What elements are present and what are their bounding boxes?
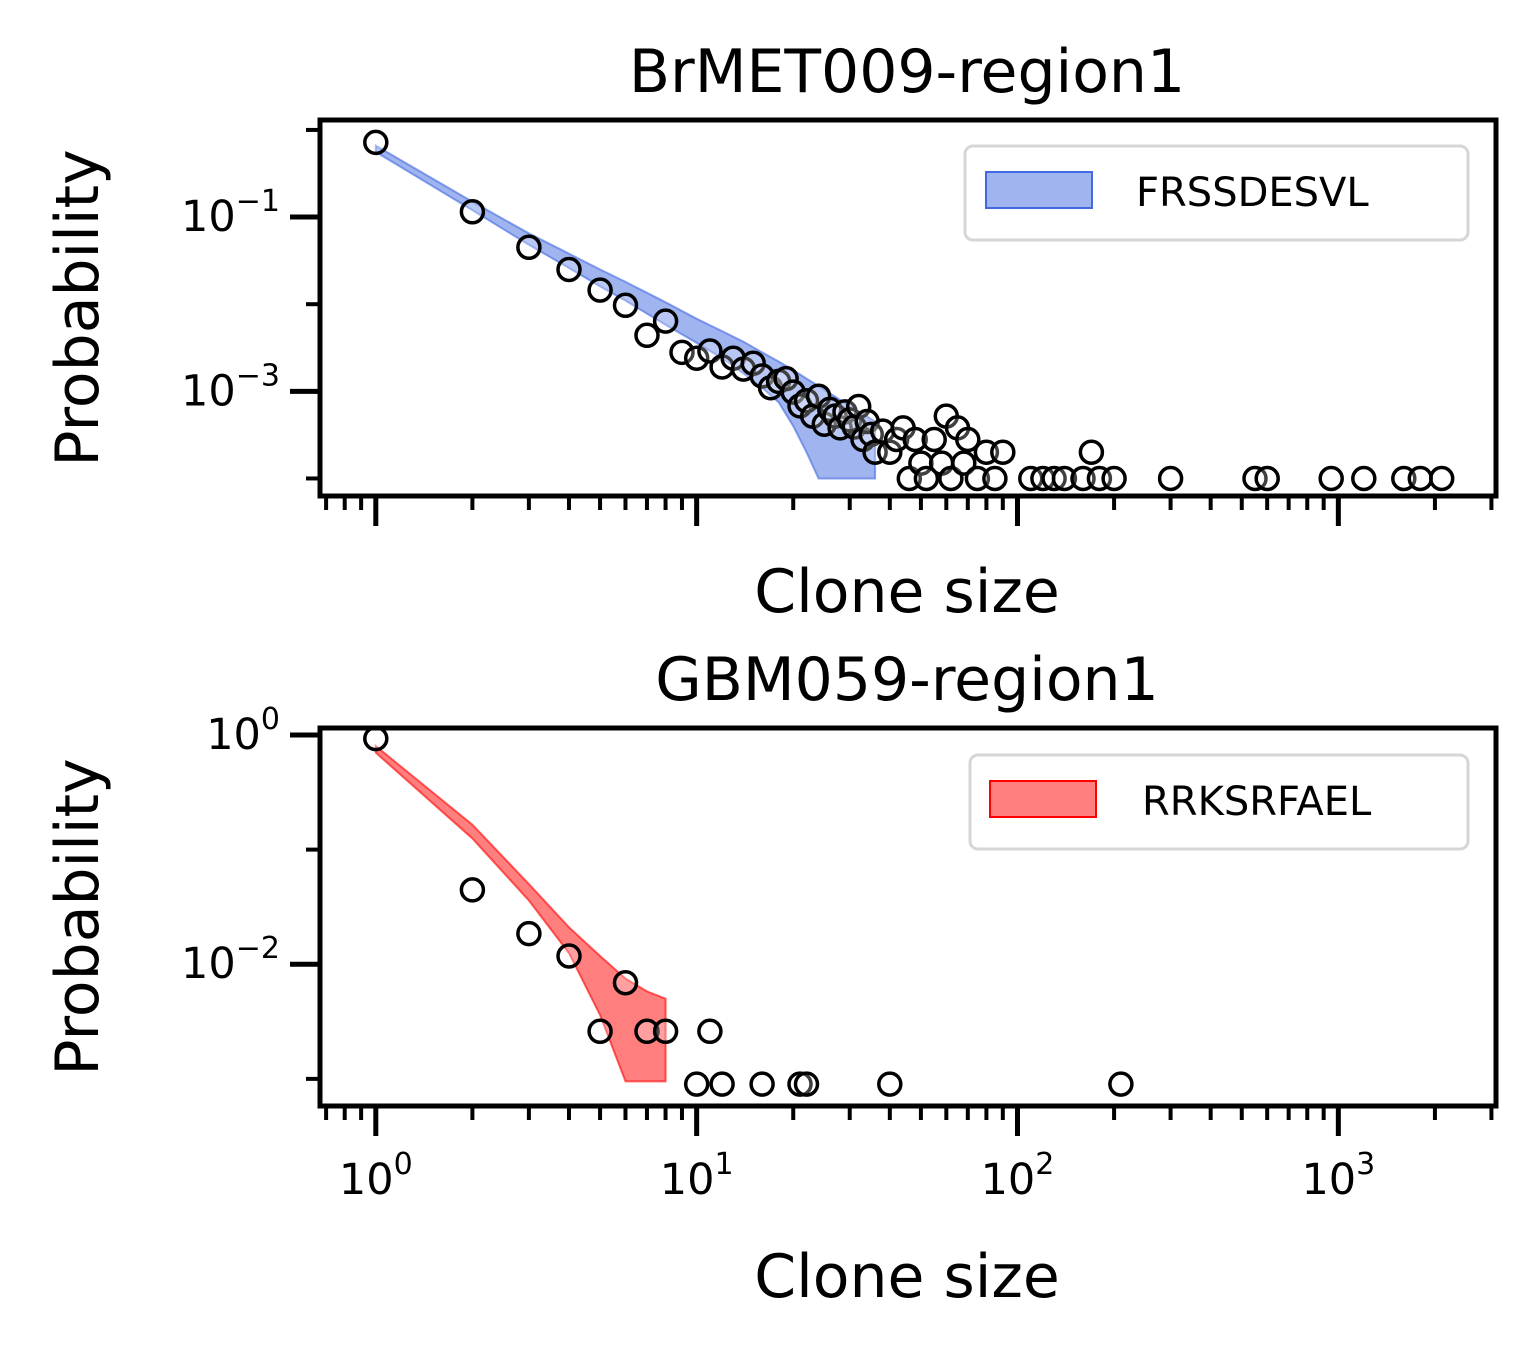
data-point bbox=[921, 426, 947, 453]
data-point bbox=[951, 450, 977, 476]
data-point bbox=[1407, 465, 1434, 492]
legend-swatch bbox=[989, 780, 1097, 818]
plot-frame bbox=[317, 117, 1499, 499]
chart-panel-bottom: GBM059-region1 100 101 102 103 100 10−2 Clone… bbox=[43, 645, 1499, 1312]
data-point bbox=[773, 365, 799, 392]
legend-label: RRKSRFAEL bbox=[1142, 779, 1372, 825]
data-point bbox=[363, 725, 389, 752]
y-tick-label: 100 bbox=[206, 702, 280, 760]
data-point bbox=[749, 1071, 775, 1097]
legend-label: FRSSDESVL bbox=[1136, 170, 1369, 216]
data-point bbox=[990, 439, 1016, 465]
data-point bbox=[1428, 465, 1455, 492]
data-point bbox=[634, 322, 660, 349]
data-point bbox=[612, 969, 639, 996]
data-point bbox=[363, 129, 389, 156]
data-point bbox=[652, 308, 679, 334]
x-axis-label: Clone size bbox=[754, 1242, 1060, 1312]
x-tick-label: 102 bbox=[981, 1147, 1055, 1205]
data-point bbox=[556, 943, 582, 969]
data-point bbox=[1318, 465, 1344, 492]
data-point bbox=[516, 234, 542, 261]
data-point bbox=[877, 439, 903, 465]
confidence-band bbox=[374, 743, 667, 1083]
data-point bbox=[683, 1071, 710, 1097]
data-point bbox=[913, 465, 940, 492]
data-point bbox=[1078, 439, 1105, 465]
data-point bbox=[1101, 465, 1127, 492]
legend: RRKSRFAEL bbox=[968, 753, 1470, 851]
y-axis-label: Probability bbox=[43, 149, 113, 466]
confidence-band bbox=[374, 143, 877, 480]
points-layer bbox=[363, 725, 1134, 1097]
data-point bbox=[612, 292, 639, 319]
data-point bbox=[1157, 465, 1184, 492]
chart-title: GBM059-region1 bbox=[655, 645, 1159, 715]
data-point bbox=[964, 465, 991, 492]
y-tick-label: 10−2 bbox=[181, 931, 280, 989]
data-point bbox=[652, 1018, 679, 1045]
data-point bbox=[793, 1071, 820, 1097]
points-layer bbox=[363, 129, 1455, 492]
data-point bbox=[634, 1018, 660, 1045]
data-point bbox=[516, 920, 542, 947]
band-layer bbox=[374, 143, 877, 480]
legend-box bbox=[968, 753, 1470, 851]
legend-box bbox=[963, 144, 1470, 242]
y-tick-label: 10−1 bbox=[181, 184, 280, 242]
x-tick-label: 100 bbox=[339, 1147, 413, 1205]
data-point bbox=[955, 426, 981, 453]
data-point bbox=[1254, 465, 1280, 492]
chart-panel-top: BrMET009-region1 10−1 10−3 Clone size Pro… bbox=[43, 37, 1499, 627]
plot-frame bbox=[317, 725, 1499, 1109]
x-tick-label: 103 bbox=[1301, 1147, 1375, 1205]
data-point bbox=[587, 1018, 613, 1045]
x-axis-label: Clone size bbox=[754, 557, 1060, 627]
data-point bbox=[587, 277, 613, 303]
chart-title: BrMET009-region1 bbox=[629, 37, 1185, 107]
data-point bbox=[1051, 465, 1078, 492]
data-point bbox=[780, 379, 806, 405]
legend: FRSSDESVL bbox=[963, 144, 1470, 242]
ticks-layer: 100 101 102 103 100 10−2 bbox=[181, 702, 1494, 1205]
data-point bbox=[877, 1071, 903, 1097]
data-point bbox=[683, 345, 710, 371]
x-tick-label: 101 bbox=[660, 1147, 734, 1205]
y-tick-label: 10−3 bbox=[181, 358, 280, 416]
data-point bbox=[459, 877, 486, 903]
data-point bbox=[1108, 1071, 1134, 1097]
data-point bbox=[787, 1071, 813, 1097]
data-point bbox=[1351, 465, 1377, 492]
data-point bbox=[982, 465, 1008, 492]
data-point bbox=[669, 339, 695, 366]
data-point bbox=[459, 199, 486, 225]
data-point bbox=[709, 1071, 735, 1097]
band-layer bbox=[374, 743, 667, 1083]
legend-swatch bbox=[985, 171, 1093, 209]
data-point bbox=[556, 256, 582, 283]
data-point bbox=[902, 426, 928, 453]
data-point bbox=[740, 350, 766, 376]
y-axis-label: Probability bbox=[43, 758, 113, 1075]
data-point bbox=[697, 1018, 723, 1045]
